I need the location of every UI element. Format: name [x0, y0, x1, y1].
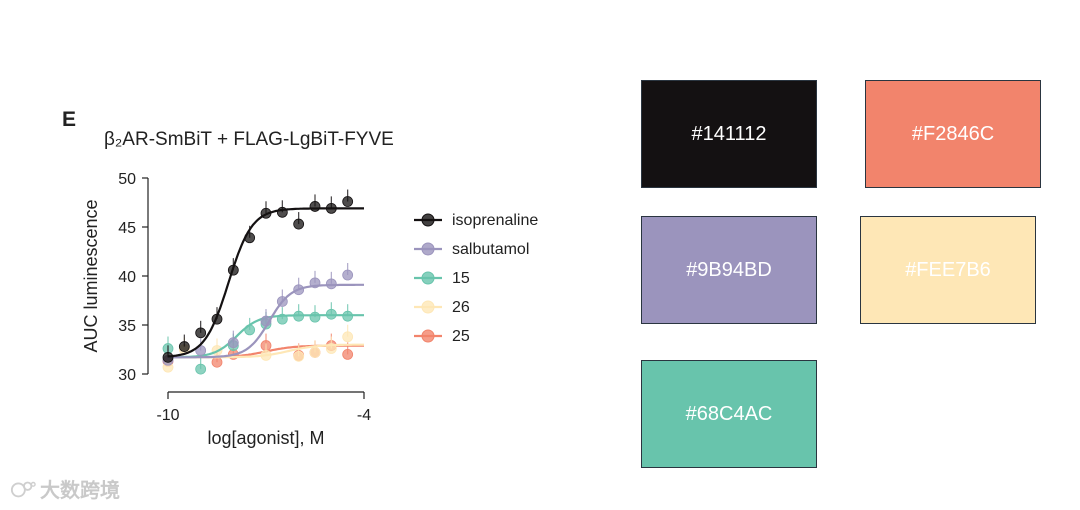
data-point-isoprenaline: [211, 313, 223, 325]
data-point-isoprenaline: [342, 196, 354, 207]
data-point-isoprenaline: [309, 201, 321, 212]
legend-label-15: 15: [452, 270, 470, 287]
data-point-salbutamol: [342, 269, 354, 281]
data-point-26: [309, 347, 321, 358]
swatch-label-coral: #F2846C: [911, 122, 995, 145]
legend-label-isoprenaline: isoprenaline: [452, 212, 538, 229]
color-swatch-teal: #68C4AC: [641, 360, 817, 468]
data-point-salbutamol: [276, 296, 288, 307]
data-point-26: [293, 350, 305, 362]
legend-label-25: 25: [452, 328, 470, 345]
data-point-isoprenaline: [227, 264, 239, 276]
legend-label-salbutamol: salbutamol: [452, 241, 529, 258]
y-tick-label: 30: [118, 367, 136, 384]
swatch-label-teal: #68C4AC: [685, 402, 773, 425]
y-tick-label: 40: [118, 269, 136, 286]
y-axis-label: AUC luminescence: [81, 199, 101, 352]
legend-label-26: 26: [452, 299, 470, 316]
legend-marker-26: [421, 300, 435, 314]
data-point-15: [293, 310, 305, 322]
data-point-isoprenaline: [325, 202, 337, 214]
data-point-26: [342, 331, 354, 343]
data-point-isoprenaline: [195, 327, 207, 339]
data-point-isoprenaline: [178, 341, 190, 352]
data-point-15: [244, 324, 256, 336]
y-tick-label: 50: [118, 171, 136, 188]
data-point-25: [342, 348, 354, 360]
data-point-isoprenaline: [276, 206, 288, 218]
data-point-salbutamol: [293, 284, 305, 296]
swatch-label-purple: #9B94BD: [686, 258, 772, 281]
x-axis-label: log[agonist], M: [207, 428, 324, 448]
data-point-26: [260, 349, 272, 361]
x-tick-label: -4: [357, 407, 371, 424]
data-point-isoprenaline: [244, 232, 256, 244]
chart-title: β₂AR-SmBiT + FLAG-LgBiT-FYVE: [104, 129, 394, 150]
data-point-isoprenaline: [293, 218, 305, 230]
swatch-label-cream: #FEE7B6: [905, 258, 991, 281]
data-point-15: [309, 311, 321, 323]
data-point-15: [325, 308, 337, 320]
data-point-salbutamol: [227, 337, 239, 349]
swatch-label-black: #141112: [691, 122, 767, 145]
x-tick-label: -10: [156, 407, 179, 424]
watermark-text: 大数跨境: [40, 478, 120, 502]
data-point-15: [342, 310, 354, 322]
color-swatch-coral: #F2846C: [865, 80, 1041, 188]
legend-marker-isoprenaline: [421, 213, 435, 227]
color-swatch-purple: #9B94BD: [641, 216, 817, 324]
color-swatch-cream: #FEE7B6: [860, 216, 1036, 324]
color-swatch-black: #141112: [641, 80, 817, 188]
data-point-15: [195, 363, 207, 375]
panel-letter: E: [62, 108, 76, 131]
y-tick-label: 45: [118, 220, 136, 237]
legend-marker-25: [421, 329, 435, 343]
legend-marker-15: [421, 271, 435, 285]
data-point-salbutamol: [260, 315, 272, 327]
legend-marker-salbutamol: [421, 242, 435, 256]
watermark: 大数跨境: [10, 474, 120, 503]
data-point-salbutamol: [325, 278, 337, 290]
data-point-salbutamol: [309, 277, 321, 289]
data-point-26: [325, 343, 337, 354]
watermark-logo-icon: [10, 481, 36, 497]
data-point-25: [211, 356, 223, 368]
data-point-isoprenaline: [162, 351, 174, 363]
data-point-15: [276, 313, 288, 325]
data-point-isoprenaline: [260, 207, 272, 219]
y-tick-label: 35: [118, 318, 136, 335]
